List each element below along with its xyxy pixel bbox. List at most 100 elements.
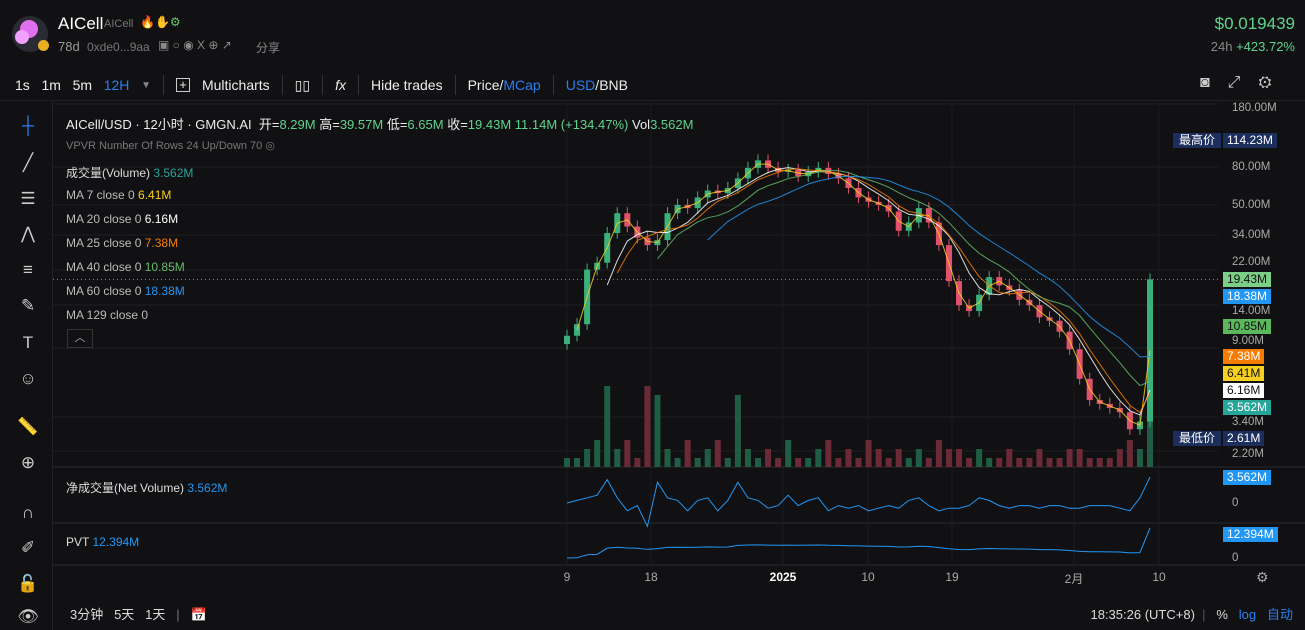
price-toggle[interactable]: Price	[467, 77, 500, 93]
percent-toggle[interactable]: %	[1216, 607, 1228, 622]
volume-bar	[664, 449, 671, 467]
open-value: 8.29M	[279, 117, 316, 132]
volume-bar	[604, 386, 611, 467]
volume-bar	[734, 395, 741, 467]
text-icon[interactable]: T	[22, 333, 34, 352]
zoom-icon[interactable]: ⊕	[20, 453, 36, 472]
badge-icons: 🔥✋⚙	[140, 15, 181, 29]
indicators-icon[interactable]: fx	[335, 77, 346, 93]
close-label: 收=	[447, 117, 468, 132]
range-3min[interactable]: 3分钟	[70, 607, 104, 622]
plus-icon[interactable]: +	[175, 78, 190, 92]
volume-bar	[1036, 449, 1043, 467]
clock: 18:35:26 (UTC+8)	[1090, 607, 1195, 622]
net-volume-line	[566, 476, 1151, 528]
pair-label: AICell/USD · 12小时 · GMGN.AI	[66, 117, 252, 132]
volume-bar	[1006, 449, 1013, 467]
usd-toggle[interactable]: USD	[565, 77, 596, 93]
range-5d[interactable]: 5天	[114, 607, 135, 622]
fib-icon[interactable]: ≡	[23, 260, 33, 279]
low-value: 6.65M	[407, 117, 444, 132]
token-address[interactable]: 0xde0...9aa	[87, 40, 150, 54]
ma20-label: MA 20 close 0	[66, 212, 142, 226]
ma7-line	[576, 163, 1151, 427]
vol-value: 3.562M	[650, 117, 694, 132]
interval-1s[interactable]: 1s	[15, 77, 30, 93]
ma7-tag: 6.41M	[1223, 366, 1265, 381]
interval-12h[interactable]: 12H	[103, 77, 130, 93]
ma7-value: 6.41M	[138, 188, 172, 202]
interval-5m[interactable]: 5m	[72, 77, 93, 93]
ma40-value: 10.85M	[144, 260, 185, 274]
open-label: 开=	[258, 117, 280, 132]
settings-icon[interactable]: ⚙	[1258, 74, 1290, 91]
auto-toggle[interactable]: 自动	[1266, 607, 1293, 622]
high-label: 高=	[319, 117, 340, 132]
multicharts-button[interactable]: Multicharts	[201, 77, 270, 93]
volume-bar	[805, 458, 812, 467]
ruler-icon[interactable]: 📏	[17, 417, 39, 436]
candle	[564, 335, 570, 345]
volume-bar	[594, 440, 601, 467]
token-price: $0.019439	[1214, 14, 1295, 33]
low-price-label: 最低价	[1173, 431, 1221, 446]
low-label: 低=	[386, 117, 408, 132]
link-icons[interactable]: ▣ ○ ◉ X ⊕ ↗	[158, 38, 232, 52]
volume-bar	[1116, 449, 1123, 467]
axis-label: 9.00M	[1232, 335, 1264, 347]
mcap-toggle[interactable]: MCap	[503, 77, 541, 93]
hide-trades-button[interactable]: Hide trades	[370, 77, 443, 93]
token-symbol: AICell	[104, 18, 134, 30]
interval-dropdown-icon[interactable]: ▼	[141, 79, 151, 91]
time-axis-label: 19	[945, 570, 959, 584]
high-price-tag: 114.23M	[1223, 133, 1277, 148]
pencil-lock-icon[interactable]: ✐	[20, 538, 36, 557]
magnet-icon[interactable]: ∩	[21, 503, 35, 522]
axis-label: 14.00M	[1232, 305, 1271, 317]
pvt-line	[566, 527, 1151, 559]
volume-bar	[956, 449, 963, 467]
volume-bar	[945, 449, 952, 467]
chart-header: AICell/USD · 12小时 · GMGN.AI 开=8.29M 高=39…	[66, 114, 693, 133]
close-value: 19.43M	[467, 117, 512, 132]
emoji-icon[interactable]: ☺	[19, 369, 37, 388]
volume-bar	[885, 458, 892, 467]
interval-1m[interactable]: 1m	[41, 77, 61, 93]
collapse-legend-button[interactable]: ︿	[67, 329, 93, 348]
volume-bar	[865, 440, 872, 467]
log-toggle[interactable]: log	[1238, 607, 1257, 622]
volume-bar	[925, 458, 932, 467]
share-button[interactable]: 分享	[256, 41, 281, 55]
pattern-icon[interactable]: ⋀	[21, 224, 35, 243]
trendline-icon[interactable]: ╱	[22, 153, 34, 172]
axis-label: 2.20M	[1232, 448, 1264, 460]
volume-tag: 3.562M	[1223, 400, 1272, 415]
fullscreen-icon[interactable]: ⤢	[1227, 74, 1259, 91]
time-axis-label: 2月	[1064, 572, 1084, 586]
ma129-label: MA 129 close 0	[66, 308, 149, 322]
horizontal-lines-icon[interactable]: ☰	[20, 189, 36, 208]
lock-icon[interactable]: 🔓	[17, 574, 39, 593]
time-axis-label: 9	[563, 570, 571, 584]
brush-icon[interactable]: ✎	[20, 296, 36, 315]
axis-settings-icon[interactable]: ⚙	[1256, 569, 1269, 585]
volume-bar	[614, 449, 621, 467]
range-1d[interactable]: 1天	[145, 607, 166, 622]
token-age: 78d	[58, 39, 80, 54]
eye-icon[interactable]: 👁	[17, 607, 39, 626]
camera-icon[interactable]: ◙	[1200, 74, 1228, 91]
volume-bar	[744, 449, 751, 467]
ma60-line	[707, 175, 1151, 358]
volume-bar	[754, 458, 761, 467]
ma25-line	[616, 168, 1151, 414]
bnb-toggle[interactable]: BNB	[599, 77, 628, 93]
calendar-icon[interactable]: 📅	[190, 607, 207, 622]
token-name: AICell	[58, 14, 104, 33]
axis-label: 22.00M	[1232, 256, 1271, 268]
hide-eye-icon[interactable]: ◎	[265, 140, 275, 152]
volume-bar	[1046, 458, 1053, 467]
crosshair-icon[interactable]: ┼	[21, 116, 35, 135]
candle-type-icon[interactable]: ▯▯	[294, 76, 311, 93]
axis-label: 34.00M	[1232, 229, 1271, 241]
